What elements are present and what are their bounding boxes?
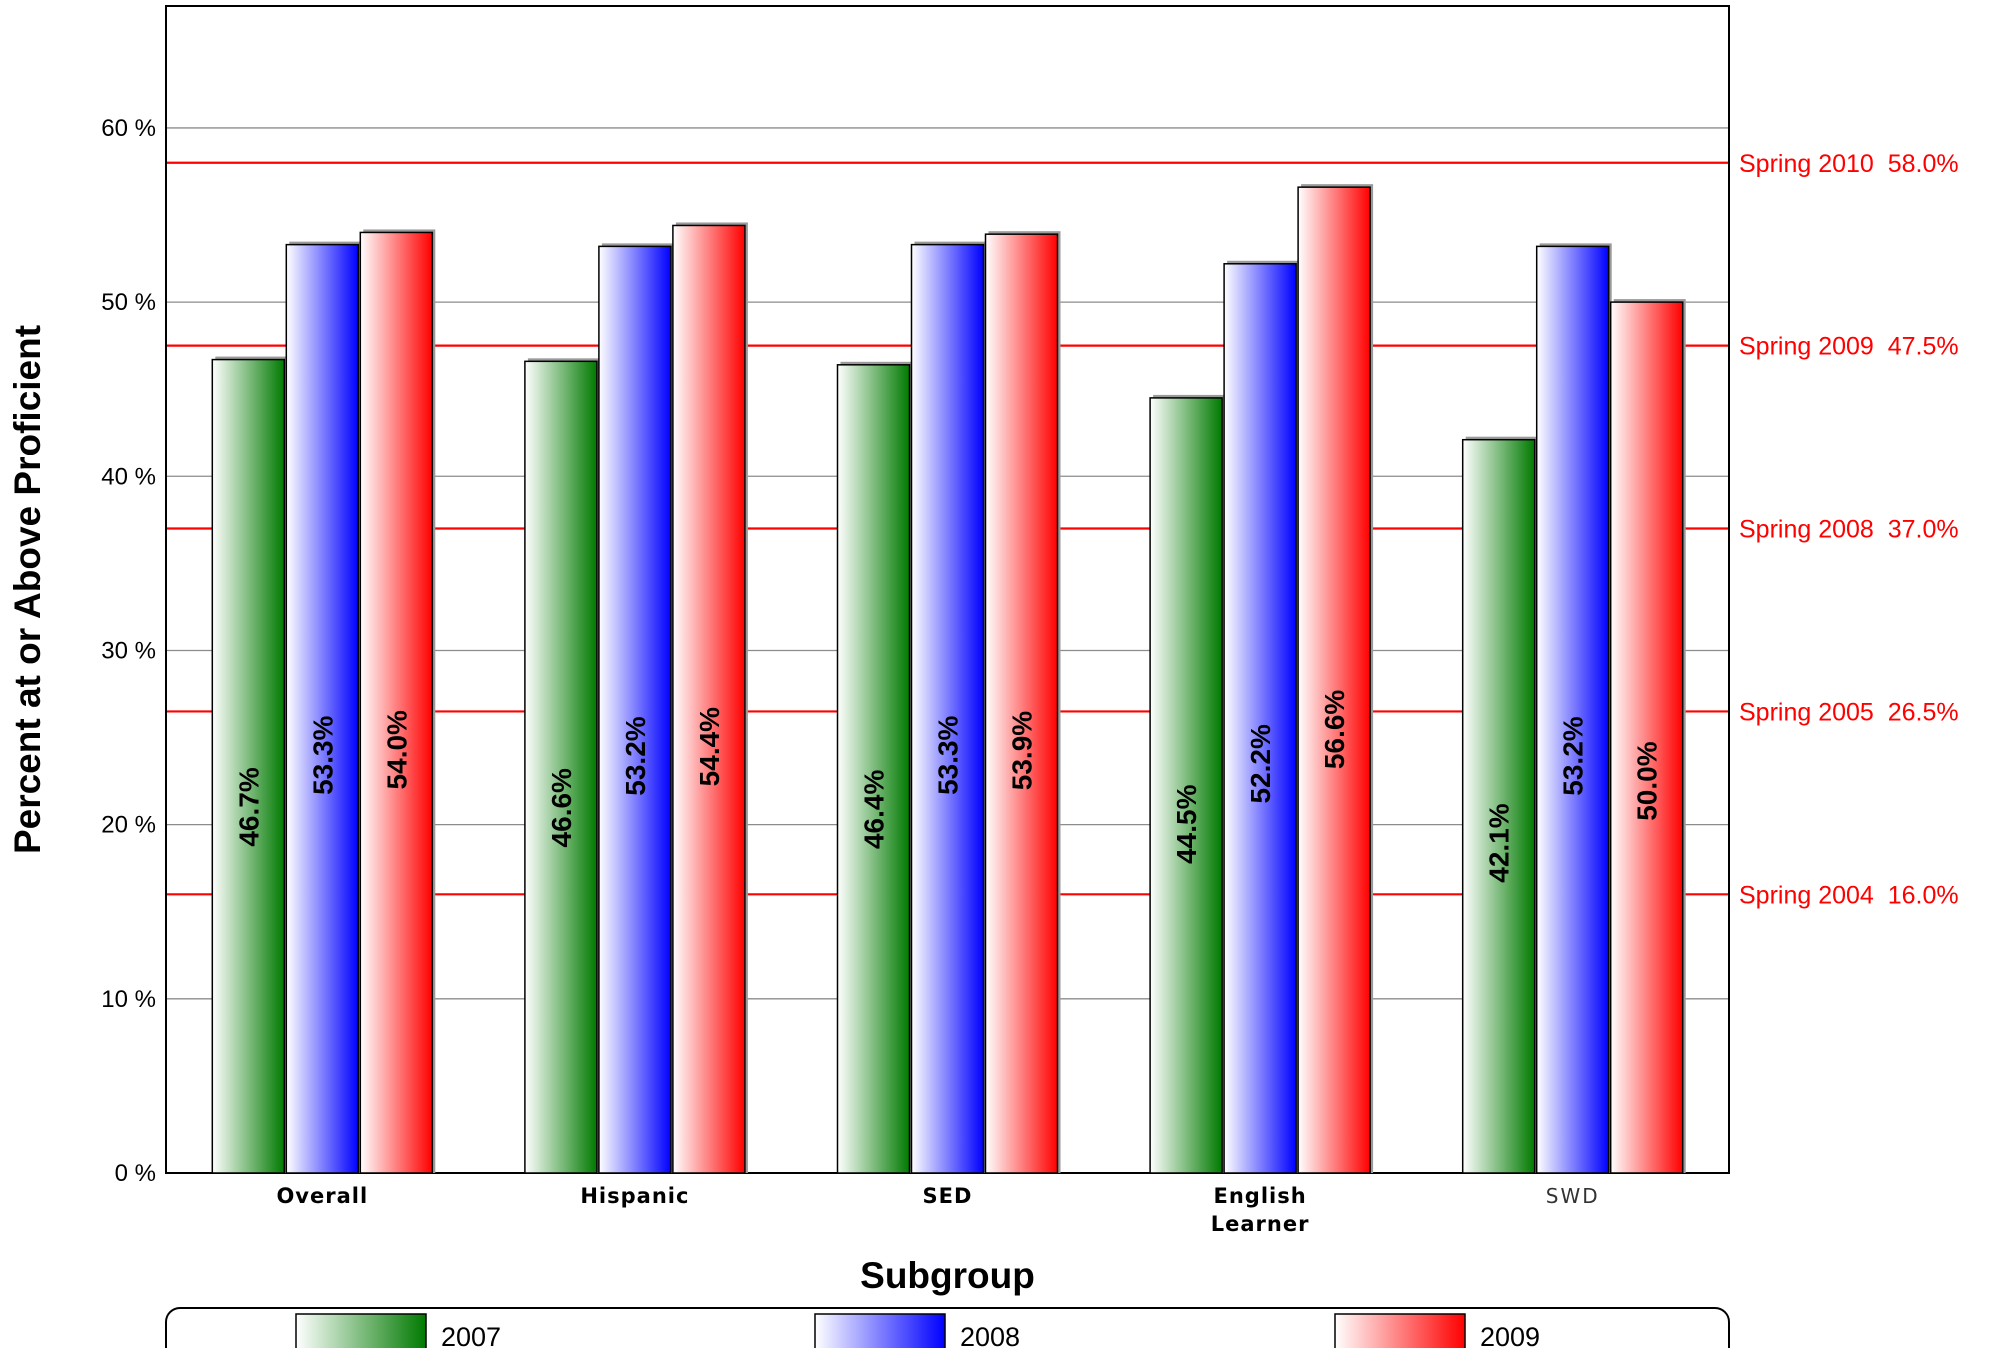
legend-swatch-2007 bbox=[295, 1313, 427, 1348]
bar-2009 bbox=[1297, 186, 1371, 1174]
bars: 46.7% 53.3% 54.0% 46.6% 53.2% 54.4% 46.4% 53.3%… bbox=[211, 184, 1686, 1174]
legend-label: 2007 bbox=[441, 1322, 501, 1348]
legend-label: 2008 bbox=[960, 1322, 1020, 1348]
bar-2007 bbox=[524, 360, 598, 1174]
bar-2009 bbox=[672, 224, 746, 1174]
x-category-label: SED bbox=[923, 1184, 973, 1208]
bar-value-label: 53.2% bbox=[1558, 716, 1589, 795]
legend: 2007 2008 2009 bbox=[295, 1313, 1540, 1348]
target-label: Spring 2010 58.0% bbox=[1739, 150, 1959, 178]
y-axis-title: Percent at or Above Proficient bbox=[7, 325, 48, 854]
x-category-label: Overall bbox=[276, 1184, 368, 1208]
y-tick-label: 10 % bbox=[101, 986, 156, 1013]
bar-value-label: 46.7% bbox=[233, 767, 264, 846]
bar-2007 bbox=[836, 364, 911, 1174]
y-tick-label: 60 % bbox=[101, 115, 156, 142]
legend-label: 2009 bbox=[1480, 1322, 1540, 1348]
bar-value-label: 42.1% bbox=[1484, 803, 1515, 882]
legend-swatch-2009 bbox=[1334, 1313, 1466, 1348]
bar-2008 bbox=[598, 245, 672, 1174]
bar-2008 bbox=[1223, 263, 1297, 1174]
y-tick-label: 50 % bbox=[101, 289, 156, 316]
bar-value-label: 53.3% bbox=[307, 715, 338, 794]
bar-2008 bbox=[910, 243, 985, 1174]
y-tick-label: 30 % bbox=[101, 637, 156, 664]
x-category-label: Hispanic bbox=[580, 1184, 689, 1208]
bar-value-label: 54.0% bbox=[381, 710, 412, 789]
y-tick-label: 0 % bbox=[115, 1160, 156, 1187]
x-axis-title: Subgroup bbox=[860, 1255, 1035, 1296]
bar-value-label: 56.6% bbox=[1319, 690, 1350, 769]
bar-2009 bbox=[1609, 301, 1684, 1174]
x-category-label: English bbox=[1214, 1184, 1307, 1208]
y-tick-label: 20 % bbox=[101, 812, 156, 839]
bar-2008 bbox=[1535, 245, 1610, 1174]
bar-2007 bbox=[1461, 438, 1536, 1174]
bar-value-label: 52.2% bbox=[1245, 724, 1276, 803]
y-axis-ticks: 0 % 10 % 20 % 30 % 40 % 50 % 60 % bbox=[101, 115, 156, 1187]
target-label: Spring 2009 47.5% bbox=[1739, 333, 1959, 361]
bar-value-label: 50.0% bbox=[1632, 741, 1663, 820]
target-label: Spring 2005 26.5% bbox=[1739, 698, 1959, 726]
bar-value-label: 53.9% bbox=[1007, 711, 1038, 790]
bar-2009 bbox=[984, 233, 1059, 1174]
target-label: Spring 2008 37.0% bbox=[1739, 516, 1959, 544]
bar-value-label: 44.5% bbox=[1171, 784, 1202, 863]
y-tick-label: 40 % bbox=[101, 463, 156, 490]
bar-value-label: 46.6% bbox=[546, 768, 577, 847]
bar-2007 bbox=[1149, 397, 1223, 1174]
target-labels: Spring 2010 58.0% Spring 2009 47.5% Spring… bbox=[1739, 150, 1959, 910]
x-category-label: Learner bbox=[1211, 1212, 1310, 1236]
legend-swatch-2008 bbox=[814, 1313, 946, 1348]
target-label: Spring 2004 16.0% bbox=[1739, 881, 1959, 909]
bar-2007 bbox=[211, 358, 286, 1174]
bar-value-label: 54.4% bbox=[694, 707, 725, 786]
bar-value-label: 53.3% bbox=[933, 715, 964, 794]
bar-value-label: 53.2% bbox=[620, 716, 651, 795]
x-category-label: SWD bbox=[1546, 1184, 1600, 1208]
bar-2009 bbox=[359, 231, 434, 1174]
bar-value-label: 46.4% bbox=[859, 770, 890, 849]
bar-2008 bbox=[285, 243, 360, 1174]
x-axis-categories: Overall Hispanic SED English Learner SWD bbox=[276, 1184, 1600, 1236]
